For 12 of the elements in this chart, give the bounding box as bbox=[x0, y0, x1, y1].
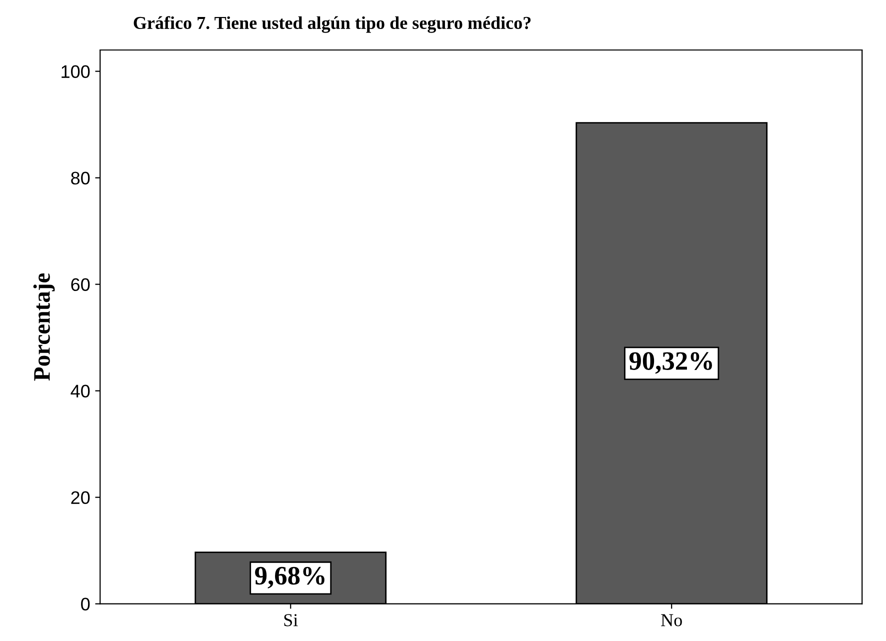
y-tick-label: 40 bbox=[70, 384, 90, 398]
data-label: 9,68% bbox=[255, 566, 324, 588]
y-tick-label: 20 bbox=[71, 491, 90, 504]
x-tick-label: Si bbox=[284, 614, 298, 626]
x-tick-label: No bbox=[661, 614, 682, 626]
y-tick-label: 80 bbox=[71, 172, 90, 185]
y-tick-label: 0 bbox=[81, 598, 90, 611]
y-tick-label: 60 bbox=[71, 278, 90, 292]
y-axis-title: Porcentaje bbox=[33, 273, 55, 381]
data-label: 90,32% bbox=[629, 352, 712, 374]
y-tick-label: 100 bbox=[62, 65, 90, 78]
chart-title: Gráfico 7. Tiene usted algún tipo de seguro médico? bbox=[134, 16, 531, 33]
